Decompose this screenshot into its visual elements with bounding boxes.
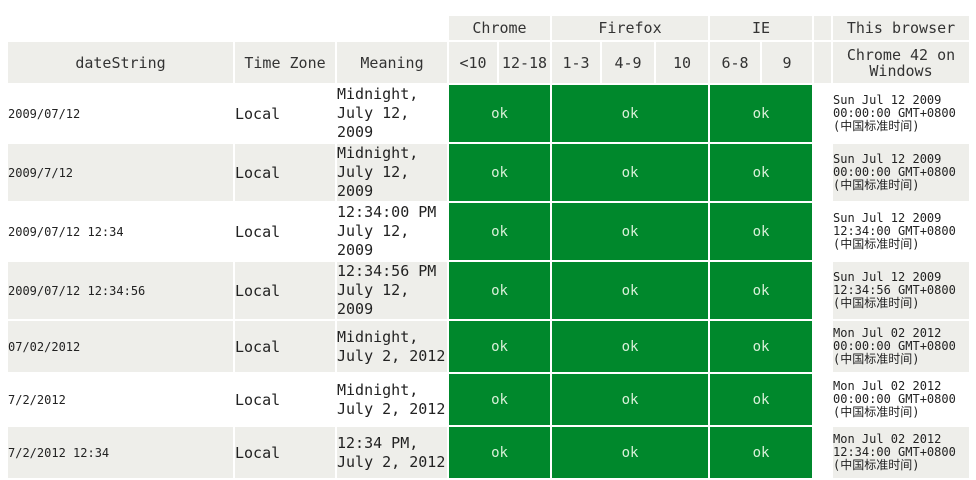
- meaning-cell: 12:34:56 PM July 12, 2009: [337, 262, 447, 319]
- column-header-this-browser-version: Chrome 42 on Windows: [833, 42, 969, 83]
- header-spacer: [8, 16, 447, 40]
- meaning-cell: Midnight, July 12, 2009: [337, 144, 447, 201]
- table-row: 7/2/2012 12:34 Local 12:34 PM, July 2, 2…: [8, 427, 969, 478]
- time-zone-cell: Local: [235, 374, 335, 425]
- time-zone-cell: Local: [235, 203, 335, 260]
- meaning-cell: Midnight, July 2, 2012: [337, 374, 447, 425]
- column-header-firefox-1-3: 1-3: [552, 42, 600, 83]
- column-header-meaning: Meaning: [337, 42, 447, 83]
- column-header-chrome-12-18: 12-18: [499, 42, 550, 83]
- ie-status-cell: ok: [710, 144, 812, 201]
- table-row: 7/2/2012 Local Midnight, July 2, 2012 ok…: [8, 374, 969, 425]
- group-header-row: Chrome Firefox IE This browser: [8, 16, 969, 40]
- meaning-cell: Midnight, July 12, 2009: [337, 85, 447, 142]
- separator-cell: [814, 374, 831, 425]
- ie-status-cell: ok: [710, 85, 812, 142]
- chrome-status-cell: ok: [449, 203, 550, 260]
- ie-status-cell: ok: [710, 427, 812, 478]
- firefox-status-cell: ok: [552, 262, 708, 319]
- column-header-chrome-lt10: <10: [449, 42, 497, 83]
- chrome-status-cell: ok: [449, 262, 550, 319]
- time-zone-cell: Local: [235, 144, 335, 201]
- this-browser-result-cell: Sun Jul 12 2009 00:00:00 GMT+0800 (中国标准时…: [833, 85, 969, 142]
- table-row: 2009/7/12 Local Midnight, July 12, 2009 …: [8, 144, 969, 201]
- firefox-status-cell: ok: [552, 144, 708, 201]
- this-browser-result-cell: Sun Jul 12 2009 12:34:00 GMT+0800 (中国标准时…: [833, 203, 969, 260]
- column-header-ie-9: 9: [762, 42, 812, 83]
- meaning-cell: 12:34 PM, July 2, 2012: [337, 427, 447, 478]
- ie-status-cell: ok: [710, 203, 812, 260]
- column-header-time-zone: Time Zone: [235, 42, 335, 83]
- separator-cell: [814, 427, 831, 478]
- firefox-status-cell: ok: [552, 321, 708, 372]
- group-header-ie: IE: [710, 16, 812, 40]
- date-string-cell: 2009/7/12: [8, 144, 233, 201]
- date-string-cell: 7/2/2012 12:34: [8, 427, 233, 478]
- table-row: 2009/07/12 12:34:56 Local 12:34:56 PM Ju…: [8, 262, 969, 319]
- column-header-datestring: dateString: [8, 42, 233, 83]
- date-string-cell: 2009/07/12: [8, 85, 233, 142]
- column-header-firefox-10: 10: [656, 42, 708, 83]
- ie-status-cell: ok: [710, 374, 812, 425]
- column-header-firefox-4-9: 4-9: [602, 42, 654, 83]
- table-row: 2009/07/12 12:34 Local 12:34:00 PM July …: [8, 203, 969, 260]
- separator-header: [814, 16, 831, 40]
- date-string-cell: 07/02/2012: [8, 321, 233, 372]
- chrome-status-cell: ok: [449, 144, 550, 201]
- time-zone-cell: Local: [235, 262, 335, 319]
- this-browser-result-cell: Mon Jul 02 2012 00:00:00 GMT+0800 (中国标准时…: [833, 374, 969, 425]
- firefox-status-cell: ok: [552, 203, 708, 260]
- this-browser-result-cell: Sun Jul 12 2009 00:00:00 GMT+0800 (中国标准时…: [833, 144, 969, 201]
- this-browser-result-cell: Sun Jul 12 2009 12:34:56 GMT+0800 (中国标准时…: [833, 262, 969, 319]
- this-browser-result-cell: Mon Jul 02 2012 12:34:00 GMT+0800 (中国标准时…: [833, 427, 969, 478]
- chrome-status-cell: ok: [449, 427, 550, 478]
- table-row: 07/02/2012 Local Midnight, July 2, 2012 …: [8, 321, 969, 372]
- separator-cell: [814, 144, 831, 201]
- time-zone-cell: Local: [235, 85, 335, 142]
- column-header-ie-6-8: 6-8: [710, 42, 760, 83]
- date-parsing-table: Chrome Firefox IE This browser dateStrin…: [6, 14, 971, 480]
- chrome-status-cell: ok: [449, 85, 550, 142]
- group-header-firefox: Firefox: [552, 16, 708, 40]
- firefox-status-cell: ok: [552, 374, 708, 425]
- chrome-status-cell: ok: [449, 321, 550, 372]
- ie-status-cell: ok: [710, 262, 812, 319]
- separator-cell: [814, 85, 831, 142]
- separator-header: [814, 42, 831, 83]
- date-string-cell: 2009/07/12 12:34:56: [8, 262, 233, 319]
- separator-cell: [814, 262, 831, 319]
- meaning-cell: 12:34:00 PM July 12, 2009: [337, 203, 447, 260]
- chrome-status-cell: ok: [449, 374, 550, 425]
- time-zone-cell: Local: [235, 321, 335, 372]
- date-string-cell: 7/2/2012: [8, 374, 233, 425]
- meaning-cell: Midnight, July 2, 2012: [337, 321, 447, 372]
- column-header-row: dateString Time Zone Meaning <10 12-18 1…: [8, 42, 969, 83]
- firefox-status-cell: ok: [552, 427, 708, 478]
- ie-status-cell: ok: [710, 321, 812, 372]
- this-browser-result-cell: Mon Jul 02 2012 00:00:00 GMT+0800 (中国标准时…: [833, 321, 969, 372]
- separator-cell: [814, 203, 831, 260]
- time-zone-cell: Local: [235, 427, 335, 478]
- group-header-this-browser: This browser: [833, 16, 969, 40]
- firefox-status-cell: ok: [552, 85, 708, 142]
- group-header-chrome: Chrome: [449, 16, 550, 40]
- separator-cell: [814, 321, 831, 372]
- date-string-cell: 2009/07/12 12:34: [8, 203, 233, 260]
- table-row: 2009/07/12 Local Midnight, July 12, 2009…: [8, 85, 969, 142]
